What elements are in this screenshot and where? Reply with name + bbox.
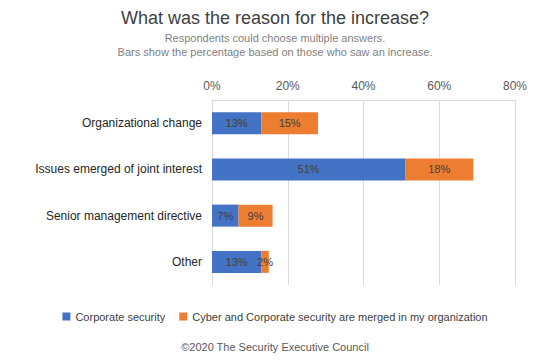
svg-text:20%: 20% <box>276 79 300 93</box>
svg-text:©2020 The Security Executive C: ©2020 The Security Executive Council <box>181 341 369 353</box>
svg-text:Cyber and Corporate security a: Cyber and Corporate security are merged … <box>192 311 487 323</box>
svg-text:18%: 18% <box>428 163 450 175</box>
svg-text:Issues emerged of joint intere: Issues emerged of joint interest <box>35 162 202 176</box>
svg-text:51%: 51% <box>298 163 320 175</box>
svg-text:40%: 40% <box>351 79 375 93</box>
svg-text:13%: 13% <box>226 117 248 129</box>
svg-text:60%: 60% <box>427 79 451 93</box>
svg-text:Senior management directive: Senior management directive <box>46 209 202 223</box>
svg-text:Organizational change: Organizational change <box>82 116 202 130</box>
svg-text:80%: 80% <box>503 79 527 93</box>
svg-text:0%: 0% <box>203 79 221 93</box>
svg-text:Bars show the percentage based: Bars show the percentage based on those … <box>118 46 433 58</box>
svg-text:Respondents could choose multi: Respondents could choose multiple answer… <box>165 32 386 44</box>
svg-text:What was the reason for the in: What was the reason for the increase? <box>121 8 429 28</box>
svg-text:Corporate security: Corporate security <box>75 311 165 323</box>
svg-text:7%: 7% <box>217 210 233 222</box>
svg-text:Other: Other <box>172 255 202 269</box>
svg-text:15%: 15% <box>279 117 301 129</box>
svg-text:13%: 13% <box>226 256 248 268</box>
svg-text:2%: 2% <box>257 256 273 268</box>
svg-text:9%: 9% <box>248 210 264 222</box>
